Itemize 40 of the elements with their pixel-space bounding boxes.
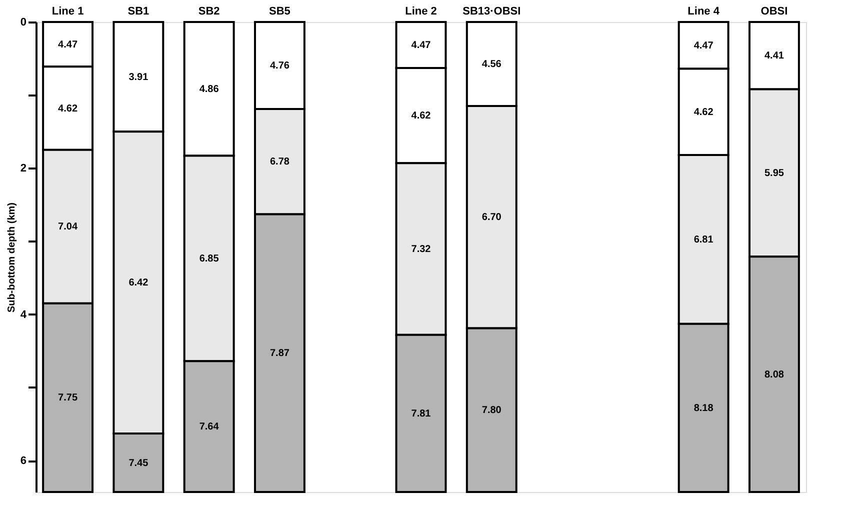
x-tick-label: Line 2 <box>405 6 437 18</box>
annotation: 6.78 <box>270 156 290 168</box>
annotation: 7.75 <box>58 392 78 404</box>
annotation: 7.04 <box>58 222 78 233</box>
annotation: 4.47 <box>58 39 78 50</box>
y-tick-label: 4 <box>20 308 28 321</box>
annotation: 8.18 <box>694 402 714 414</box>
annotation: 3.91 <box>128 72 149 83</box>
annotation: 4.41 <box>764 50 784 62</box>
x-tick-label: Line 4 <box>688 6 720 18</box>
annotation: 7.45 <box>128 458 149 469</box>
annotation: 4.56 <box>482 59 502 70</box>
annotation: 4.47 <box>694 40 714 52</box>
x-tick-label: SB2 <box>198 6 220 18</box>
x-tick-label: Line 1 <box>52 6 84 18</box>
annotation: 6.85 <box>199 253 220 264</box>
annotation: 4.86 <box>199 84 220 95</box>
y-tick-label: 6 <box>20 455 26 468</box>
x-tick-label: OBSI <box>760 6 788 18</box>
annotation: 6.70 <box>482 212 502 224</box>
annotation: 4.76 <box>270 60 290 72</box>
annotation: 7.81 <box>411 408 432 420</box>
y-tick-label: 0 <box>20 16 26 28</box>
annotation: 7.80 <box>482 405 502 416</box>
annotation: 4.62 <box>694 106 714 118</box>
y-tick-label: 2 <box>20 162 26 175</box>
annotation: 4.62 <box>58 103 78 114</box>
annotation: 8.08 <box>764 369 784 380</box>
annotation: 7.64 <box>199 422 220 433</box>
x-tick-label: SB1 <box>128 6 150 18</box>
annotation: 4.47 <box>411 40 432 52</box>
y-axis-title: Sub-bottom depth (km) <box>6 202 18 312</box>
annotation: 7.32 <box>411 244 432 255</box>
annotation: 5.95 <box>764 168 784 179</box>
annotation: 4.62 <box>411 110 432 122</box>
annotation: 6.42 <box>128 278 149 289</box>
annotation: 7.87 <box>270 348 290 360</box>
annotation: 6.81 <box>694 234 714 246</box>
x-tick-label: SB13·OBSI <box>462 6 521 18</box>
x-tick-label: SB5 <box>269 6 290 18</box>
